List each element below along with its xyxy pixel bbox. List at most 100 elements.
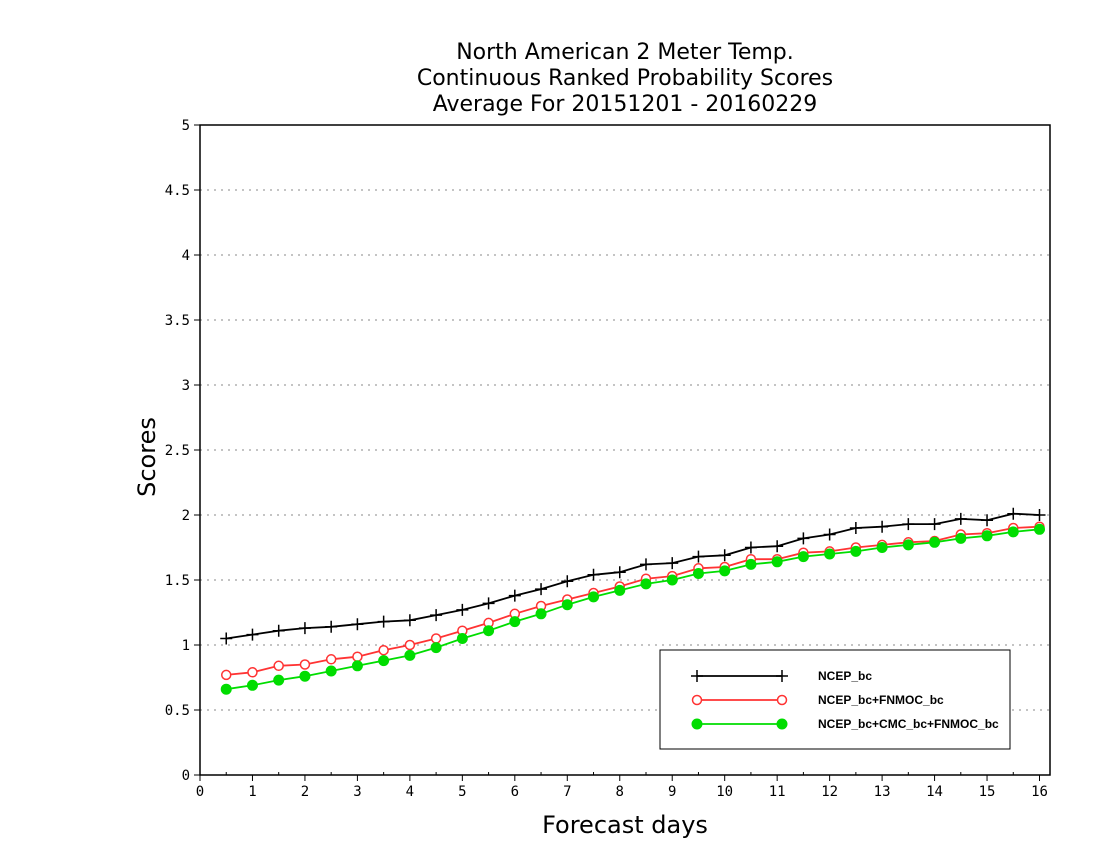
data-point <box>666 557 679 570</box>
data-point <box>719 565 731 577</box>
legend-item: NCEP_bc <box>691 669 872 683</box>
data-point <box>273 660 284 672</box>
data-point <box>246 679 258 691</box>
x-tick-label: 2 <box>301 784 309 800</box>
data-point <box>509 616 521 628</box>
x-tick-label: 7 <box>563 784 571 800</box>
legend-marker <box>691 718 703 730</box>
data-point <box>797 551 809 563</box>
legend-label: NCEP_bc <box>818 669 872 683</box>
y-tick-label: 3.5 <box>165 313 190 329</box>
chart-title-line: Average For 20151201 - 20160229 <box>433 92 818 117</box>
x-tick-label: 14 <box>926 784 943 800</box>
x-tick-label: 12 <box>821 784 838 800</box>
data-point <box>535 608 547 620</box>
chart-title: North American 2 Meter Temp.Continuous R… <box>417 40 833 117</box>
legend-marker <box>776 670 788 682</box>
x-tick-label: 0 <box>196 784 204 800</box>
data-point <box>640 578 652 590</box>
data-point <box>404 649 416 661</box>
y-tick-label: 4.5 <box>165 183 190 199</box>
data-point <box>378 644 389 656</box>
data-point <box>377 615 390 628</box>
data-point <box>403 614 416 627</box>
data-point <box>955 532 967 544</box>
data-point <box>902 539 914 551</box>
data-point <box>639 558 652 571</box>
data-point <box>692 568 704 579</box>
data-point <box>588 591 600 603</box>
data-point <box>849 522 862 534</box>
data-point <box>273 674 285 686</box>
data-point <box>325 654 337 665</box>
series-3 <box>220 523 1046 695</box>
data-point <box>430 633 442 644</box>
data-point <box>482 597 495 610</box>
data-point <box>981 514 994 527</box>
data-point <box>378 655 390 667</box>
x-tick-label: 11 <box>769 784 786 800</box>
data-point <box>351 618 364 631</box>
data-point <box>325 665 337 677</box>
chart-title-line: North American 2 Meter Temp. <box>456 40 794 65</box>
data-point <box>220 669 232 681</box>
data-point <box>823 528 836 541</box>
legend-item: NCEP_bc+CMC_bc+FNMOC_bc <box>691 717 999 731</box>
y-tick-label: 3 <box>182 378 190 394</box>
y-tick-label: 5 <box>182 118 190 134</box>
data-point <box>561 599 573 611</box>
legend-marker <box>691 694 703 706</box>
data-point <box>1034 523 1046 535</box>
x-tick-label: 3 <box>353 784 361 800</box>
data-point <box>456 603 469 616</box>
data-point <box>954 512 967 525</box>
data-point <box>299 670 311 682</box>
data-point <box>561 575 574 588</box>
legend-item: NCEP_bc+FNMOC_bc <box>691 693 944 707</box>
legend-label: NCEP_bc+CMC_bc+FNMOC_bc <box>818 717 999 731</box>
data-point <box>876 520 889 533</box>
y-tick-label: 4 <box>182 248 190 264</box>
data-point <box>1007 507 1020 520</box>
y-tick-label: 1.5 <box>165 573 190 589</box>
x-tick-label: 10 <box>716 784 733 800</box>
data-point <box>666 574 678 586</box>
data-point <box>876 542 888 553</box>
data-point <box>535 583 548 596</box>
data-point <box>246 628 259 641</box>
x-tick-label: 9 <box>668 784 676 800</box>
data-point <box>352 651 363 662</box>
data-point <box>456 633 468 644</box>
legend-marker <box>776 718 788 730</box>
data-point <box>902 518 915 531</box>
y-tick-label: 0.5 <box>165 703 190 719</box>
data-point <box>298 622 311 635</box>
series-lines <box>220 507 1046 695</box>
x-tick-label: 4 <box>406 784 414 800</box>
data-point <box>404 639 416 651</box>
data-point <box>247 667 258 678</box>
legend-marker <box>776 694 788 706</box>
series-line <box>226 512 1040 640</box>
data-point <box>587 568 600 581</box>
x-tick-label: 1 <box>248 784 256 800</box>
data-point <box>981 530 993 542</box>
data-point <box>718 549 731 562</box>
data-point <box>508 589 521 602</box>
data-point <box>351 660 363 672</box>
x-tick-label: 13 <box>874 784 891 800</box>
data-point <box>483 625 495 637</box>
legend-marker <box>691 670 703 682</box>
y-tick-label: 1 <box>182 638 190 654</box>
data-point <box>692 550 705 563</box>
axis-ticks: 00.511.522.533.544.550 1 2 3 4 5 6 7 8 9 10 11 12 13 1… <box>165 118 1048 800</box>
data-point <box>929 536 941 548</box>
y-tick-label: 2 <box>182 508 190 524</box>
data-point <box>771 556 783 568</box>
legend-label: NCEP_bc+FNMOC_bc <box>818 693 944 707</box>
data-point <box>613 566 626 579</box>
data-point <box>771 540 784 553</box>
y-tick-label: 0 <box>182 768 190 784</box>
data-point <box>1007 526 1019 538</box>
data-point <box>824 548 836 560</box>
